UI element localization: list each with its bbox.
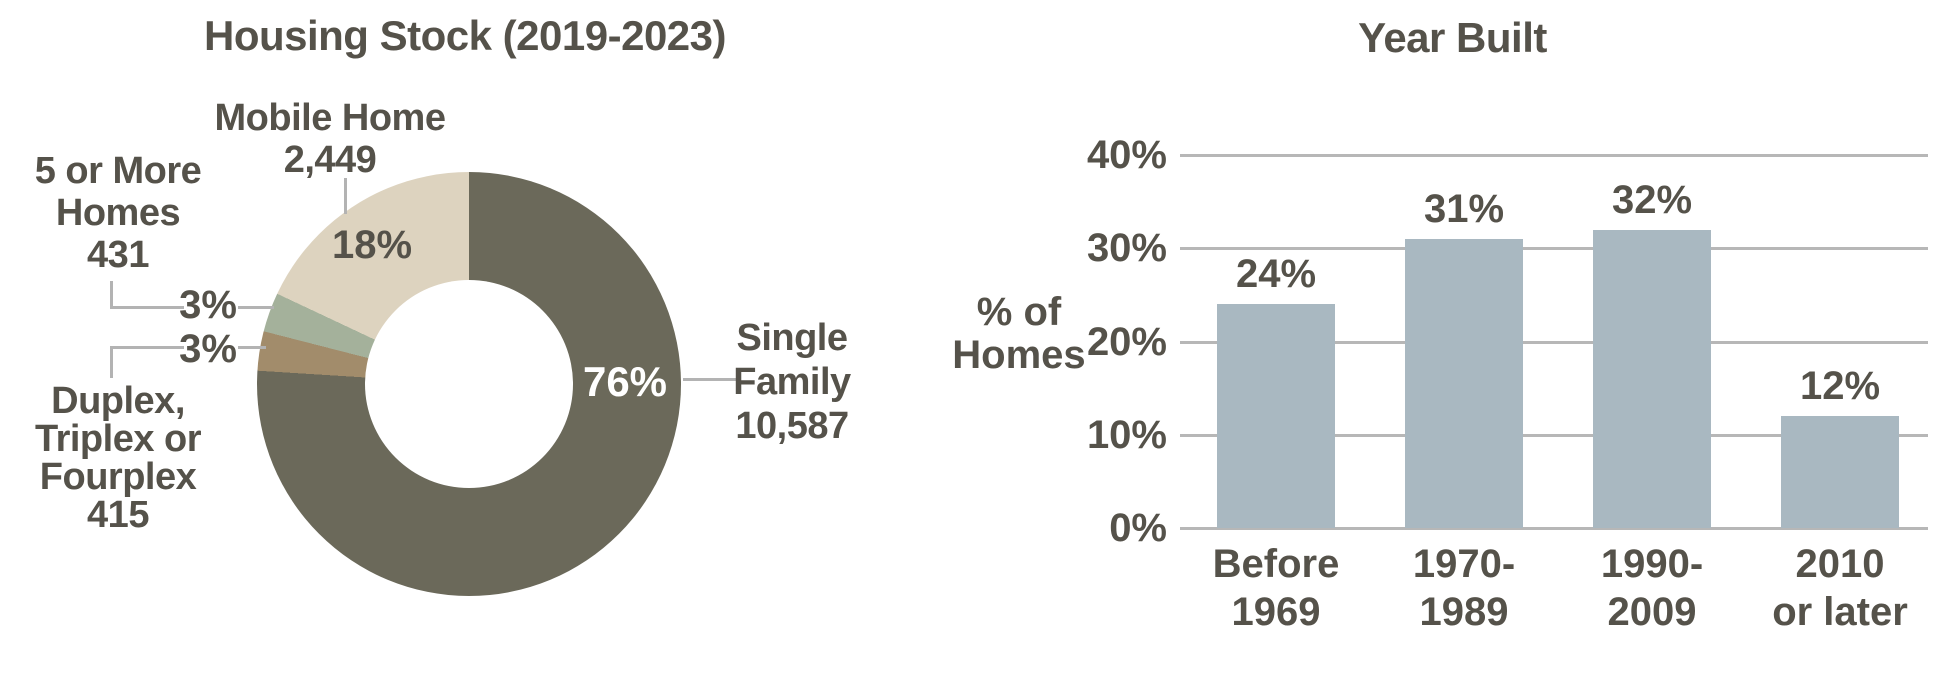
mobile-home-count: 2,449	[283, 139, 377, 181]
y-axis-label-line1: % of	[976, 290, 1062, 334]
single-family-callout: Single Family 10,587	[702, 316, 882, 448]
five-or-more-pct-label: 3%	[179, 283, 237, 327]
x-tick-line: 1969	[1231, 590, 1321, 634]
duplex-label-line1: Duplex,	[51, 380, 185, 422]
five-or-more-callout: 5 or More Homes 431	[28, 150, 208, 276]
five-or-more-label-line2: Homes	[55, 192, 181, 234]
single-family-pct-label: 76%	[582, 358, 668, 405]
duplex-count: 415	[87, 494, 149, 536]
y-tick-label-30%: 30%	[1086, 226, 1167, 271]
mobile-home-pct-label: 18%	[331, 223, 413, 267]
gridline-40%	[1180, 154, 1928, 157]
x-tick-line: Before	[1212, 542, 1340, 586]
gridline-10%	[1180, 433, 1928, 437]
x-tick-line: 1990-	[1600, 542, 1704, 586]
single-family-leader-line	[683, 378, 737, 381]
x-tick-label-1970-1989: 1970- 1989	[1354, 540, 1574, 636]
duplex-label-line3: Fourplex	[39, 456, 197, 498]
five-or-more-leader-to-slice	[238, 306, 274, 309]
x-tick-line: 1970-	[1412, 542, 1516, 586]
gridline-30%	[1180, 247, 1928, 251]
x-tick-line: or later	[1772, 590, 1908, 634]
x-tick-line: 2009	[1607, 590, 1697, 634]
y-tick-label-40%: 40%	[1086, 133, 1167, 177]
single-family-label-line1: Single	[736, 317, 848, 359]
duplex-leader-vertical	[110, 346, 113, 378]
mobile-home-leader-line	[344, 178, 347, 214]
y-tick-label-20%: 20%	[1086, 319, 1167, 364]
duplex-leader-horizontal	[110, 346, 184, 349]
duplex-label-line2: Triplex or	[34, 418, 202, 460]
bar-value-label-32%: 32%	[1611, 177, 1693, 222]
bar-value-label-24%: 24%	[1235, 252, 1317, 297]
y-tick-label-0%: 0%	[1109, 506, 1167, 550]
duplex-pct-label: 3%	[179, 327, 237, 371]
five-or-more-label-line1: 5 or More	[34, 150, 202, 192]
bar-chart-title: Year Built	[1358, 14, 1547, 61]
bar-chart-y-axis-label: % of Homes	[929, 291, 1109, 377]
bar-1970-1989	[1405, 238, 1523, 528]
y-tick-label-10%: 10%	[1086, 412, 1167, 457]
bar-1990-2009	[1593, 229, 1711, 528]
single-family-label-line2: Family	[733, 361, 851, 403]
bar-before-1969	[1217, 304, 1335, 528]
single-family-count: 10,587	[735, 405, 849, 447]
gridline-0%	[1180, 527, 1928, 530]
bar-2010-or-later	[1781, 416, 1899, 528]
five-or-more-leader-horizontal	[110, 306, 184, 309]
x-tick-line: 1989	[1419, 590, 1509, 634]
donut-chart-title: Housing Stock (2019-2023)	[203, 12, 727, 59]
duplex-leader-to-slice	[238, 346, 266, 349]
x-tick-label-1990-2009: 1990- 2009	[1542, 540, 1762, 636]
duplex-callout: Duplex, Triplex or Fourplex 415	[8, 382, 228, 534]
y-axis-label-line2: Homes	[952, 333, 1086, 377]
x-tick-label-before-1969: Before 1969	[1166, 540, 1386, 636]
mobile-home-label: Mobile Home	[214, 97, 446, 139]
x-tick-line: 2010	[1795, 542, 1885, 586]
bar-value-label-31%: 31%	[1423, 186, 1505, 231]
gridline-20%	[1180, 340, 1928, 344]
bar-value-label-12%: 12%	[1799, 364, 1881, 409]
five-or-more-count: 431	[87, 234, 149, 276]
five-or-more-leader-vertical	[110, 281, 113, 309]
donut-hole	[365, 280, 573, 488]
mobile-home-callout: Mobile Home 2,449	[210, 97, 450, 181]
x-tick-label-2010-or-later: 2010 or later	[1730, 540, 1950, 636]
